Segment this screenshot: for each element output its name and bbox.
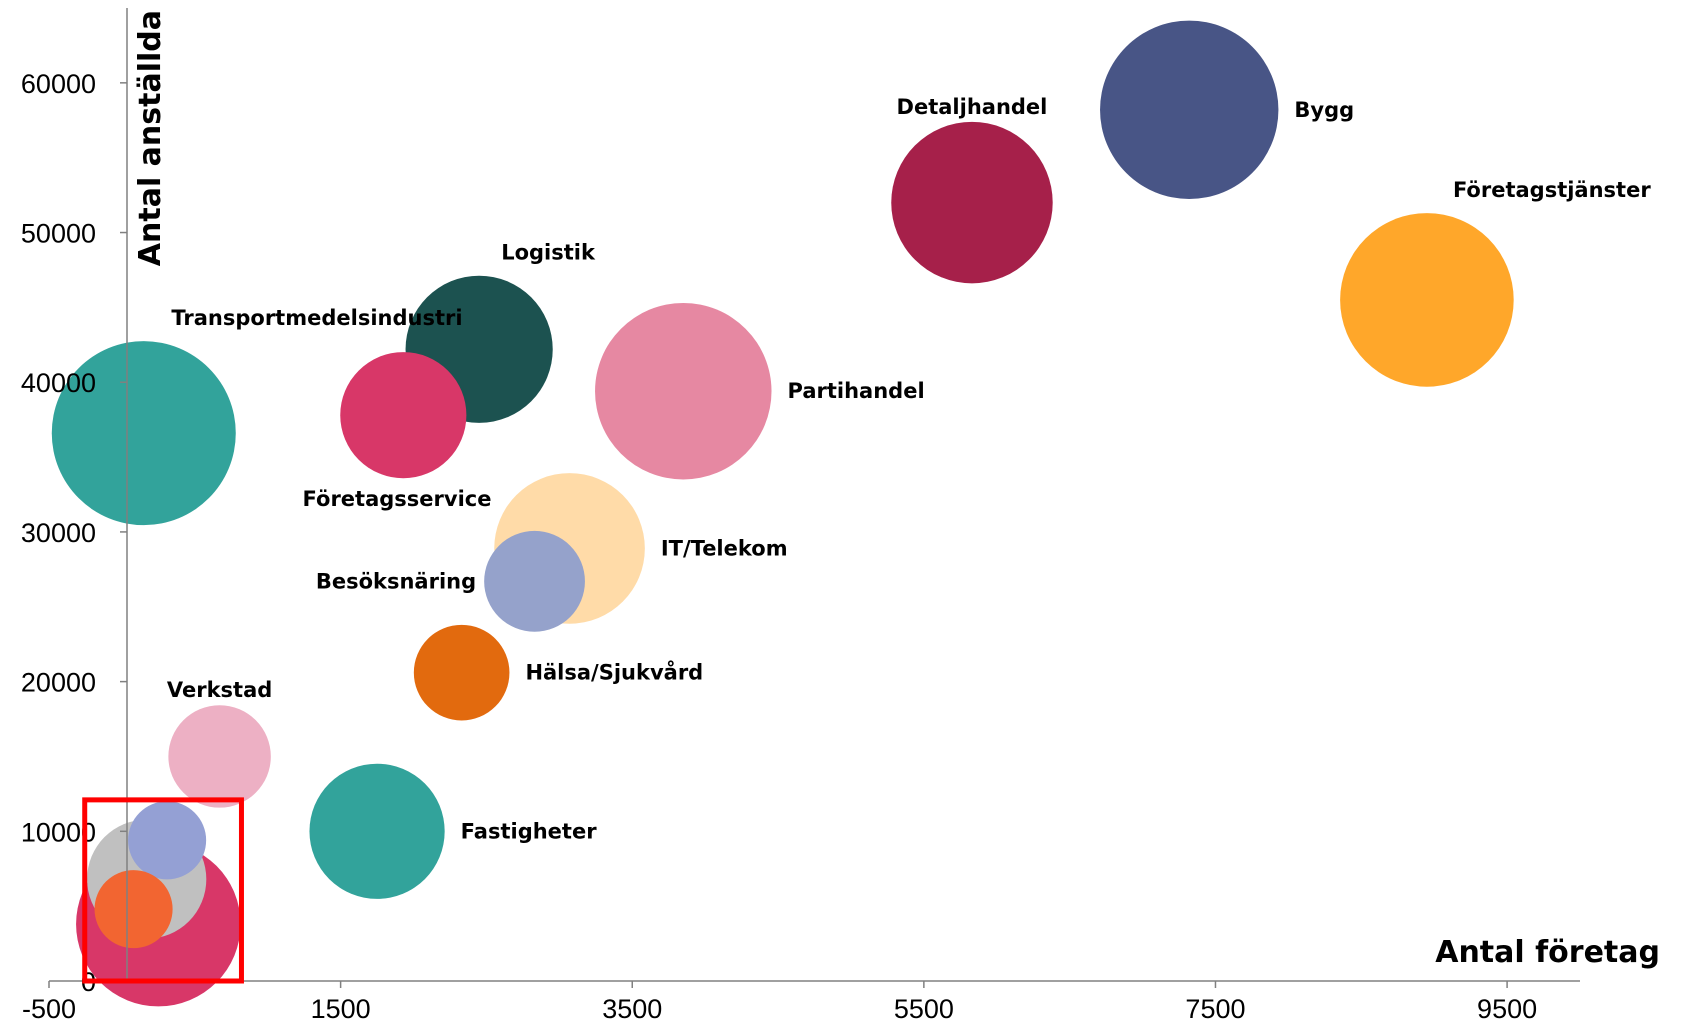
bubble-verkstad [168, 705, 271, 808]
bubble-label-it-telekom: IT/Telekom [661, 536, 788, 560]
highlight-box [82, 797, 244, 984]
y-tick-label: 50000 [21, 219, 96, 249]
x-tick-label: 1500 [311, 994, 371, 1024]
labels-layer: Transportmedelsindustri Logistik Företagss… [167, 95, 1651, 843]
bubble-label-detaljhandel: Detaljhandel [897, 95, 1048, 119]
bubble-transportmedelsindustri [51, 341, 236, 526]
x-axis-title: Antal företag [1435, 935, 1660, 970]
bubble-foretagsservice [340, 352, 467, 479]
axes-layer: -500 1500 3500 5500 7500 95000100002000030000… [21, 8, 1580, 1024]
y-tick-label: 60000 [21, 69, 96, 99]
bubble-unlabeled-14 [128, 801, 207, 880]
bubble-detaljhandel [891, 121, 1053, 284]
bubble-bygg [1100, 20, 1279, 199]
bubble-label-bygg: Bygg [1294, 98, 1354, 122]
bubble-label-verkstad: Verkstad [167, 678, 272, 702]
y-tick-label: 30000 [21, 518, 96, 548]
bubble-unlabeled-15 [94, 870, 173, 949]
bubble-partihandel [595, 302, 772, 480]
bubble-halsa-sjukvard [413, 624, 510, 721]
bubble-label-foretagstjanster: Företagstjänster [1453, 178, 1651, 202]
bubble-label-logistik: Logistik [501, 241, 596, 265]
y-axis-title: Antal anställda [133, 10, 168, 266]
highlight-layer [82, 797, 244, 984]
bubble-label-fastigheter: Fastigheter [461, 819, 598, 843]
x-tick-label: -500 [22, 994, 76, 1024]
bubble-label-foretagsservice: Företagsservice [303, 487, 492, 511]
bubble-fastigheter [309, 763, 445, 899]
bubble-label-besoksnaring: Besöksnäring [316, 569, 476, 593]
y-tick-label: 40000 [21, 368, 96, 398]
bubbles-layer [51, 20, 1514, 1007]
x-tick-label: 7500 [1185, 994, 1245, 1024]
bubble-label-halsa-sjukvard: Hälsa/Sjukvård [525, 660, 703, 685]
bubble-label-partihandel: Partihandel [788, 379, 925, 403]
y-tick-label: 20000 [21, 668, 96, 698]
bubble-besoksnaring [484, 530, 585, 632]
x-tick-label: 5500 [894, 994, 954, 1024]
x-tick-label: 3500 [602, 994, 662, 1024]
x-tick-label: 9500 [1477, 994, 1537, 1024]
bubble-foretagstjanster [1340, 213, 1514, 387]
bubble-label-transportmedelsindustri: Transportmedelsindustri [171, 306, 462, 330]
